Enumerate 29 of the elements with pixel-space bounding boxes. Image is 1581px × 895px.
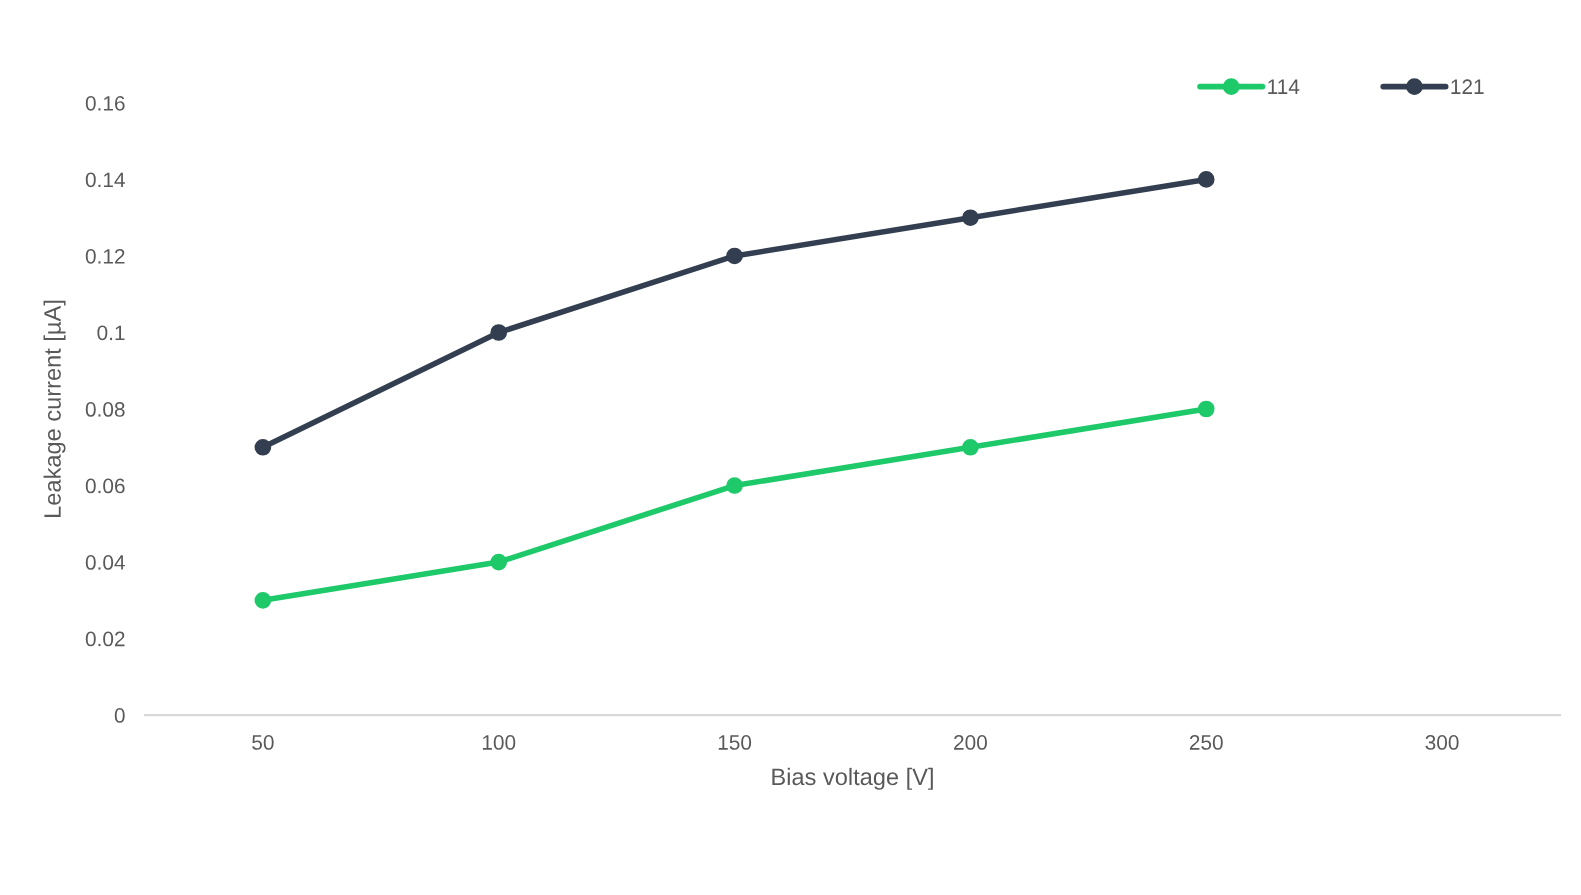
x-tick-label: 50 [252, 735, 274, 750]
x-tick-label: 100 [482, 735, 516, 750]
point [726, 477, 743, 494]
point [490, 553, 508, 571]
point [962, 438, 979, 456]
y-axis-title: Leakage current [µA] [43, 300, 66, 517]
point [254, 438, 272, 456]
legend-label: 114 [1268, 79, 1300, 94]
point [490, 324, 508, 341]
x-tick-label: 300 [1425, 735, 1459, 750]
y-tick-label: 0.04 [85, 555, 125, 570]
point [962, 209, 979, 227]
y-tick-label: 0 [114, 708, 125, 723]
point [1197, 400, 1215, 418]
x-tick-label: 200 [954, 735, 987, 750]
y-tick-label: 0.02 [85, 631, 125, 647]
point [254, 591, 272, 609]
point [1197, 171, 1215, 188]
y-tick-label: 0.14 [85, 172, 125, 188]
y-tick-label: 0.16 [85, 95, 125, 111]
y-tick-label: 0.06 [85, 478, 125, 494]
x-tick-label: 150 [718, 735, 752, 750]
y-tick-label: 0.12 [85, 248, 125, 264]
y-tick-label: 0.1 [97, 325, 125, 341]
x-axis-title: Bias voltage [V] [772, 767, 933, 790]
x-tick-label: 250 [1189, 735, 1223, 750]
point [726, 247, 743, 265]
y-tick-label: 0.08 [85, 402, 125, 417]
legend-label: 121 [1451, 79, 1484, 94]
